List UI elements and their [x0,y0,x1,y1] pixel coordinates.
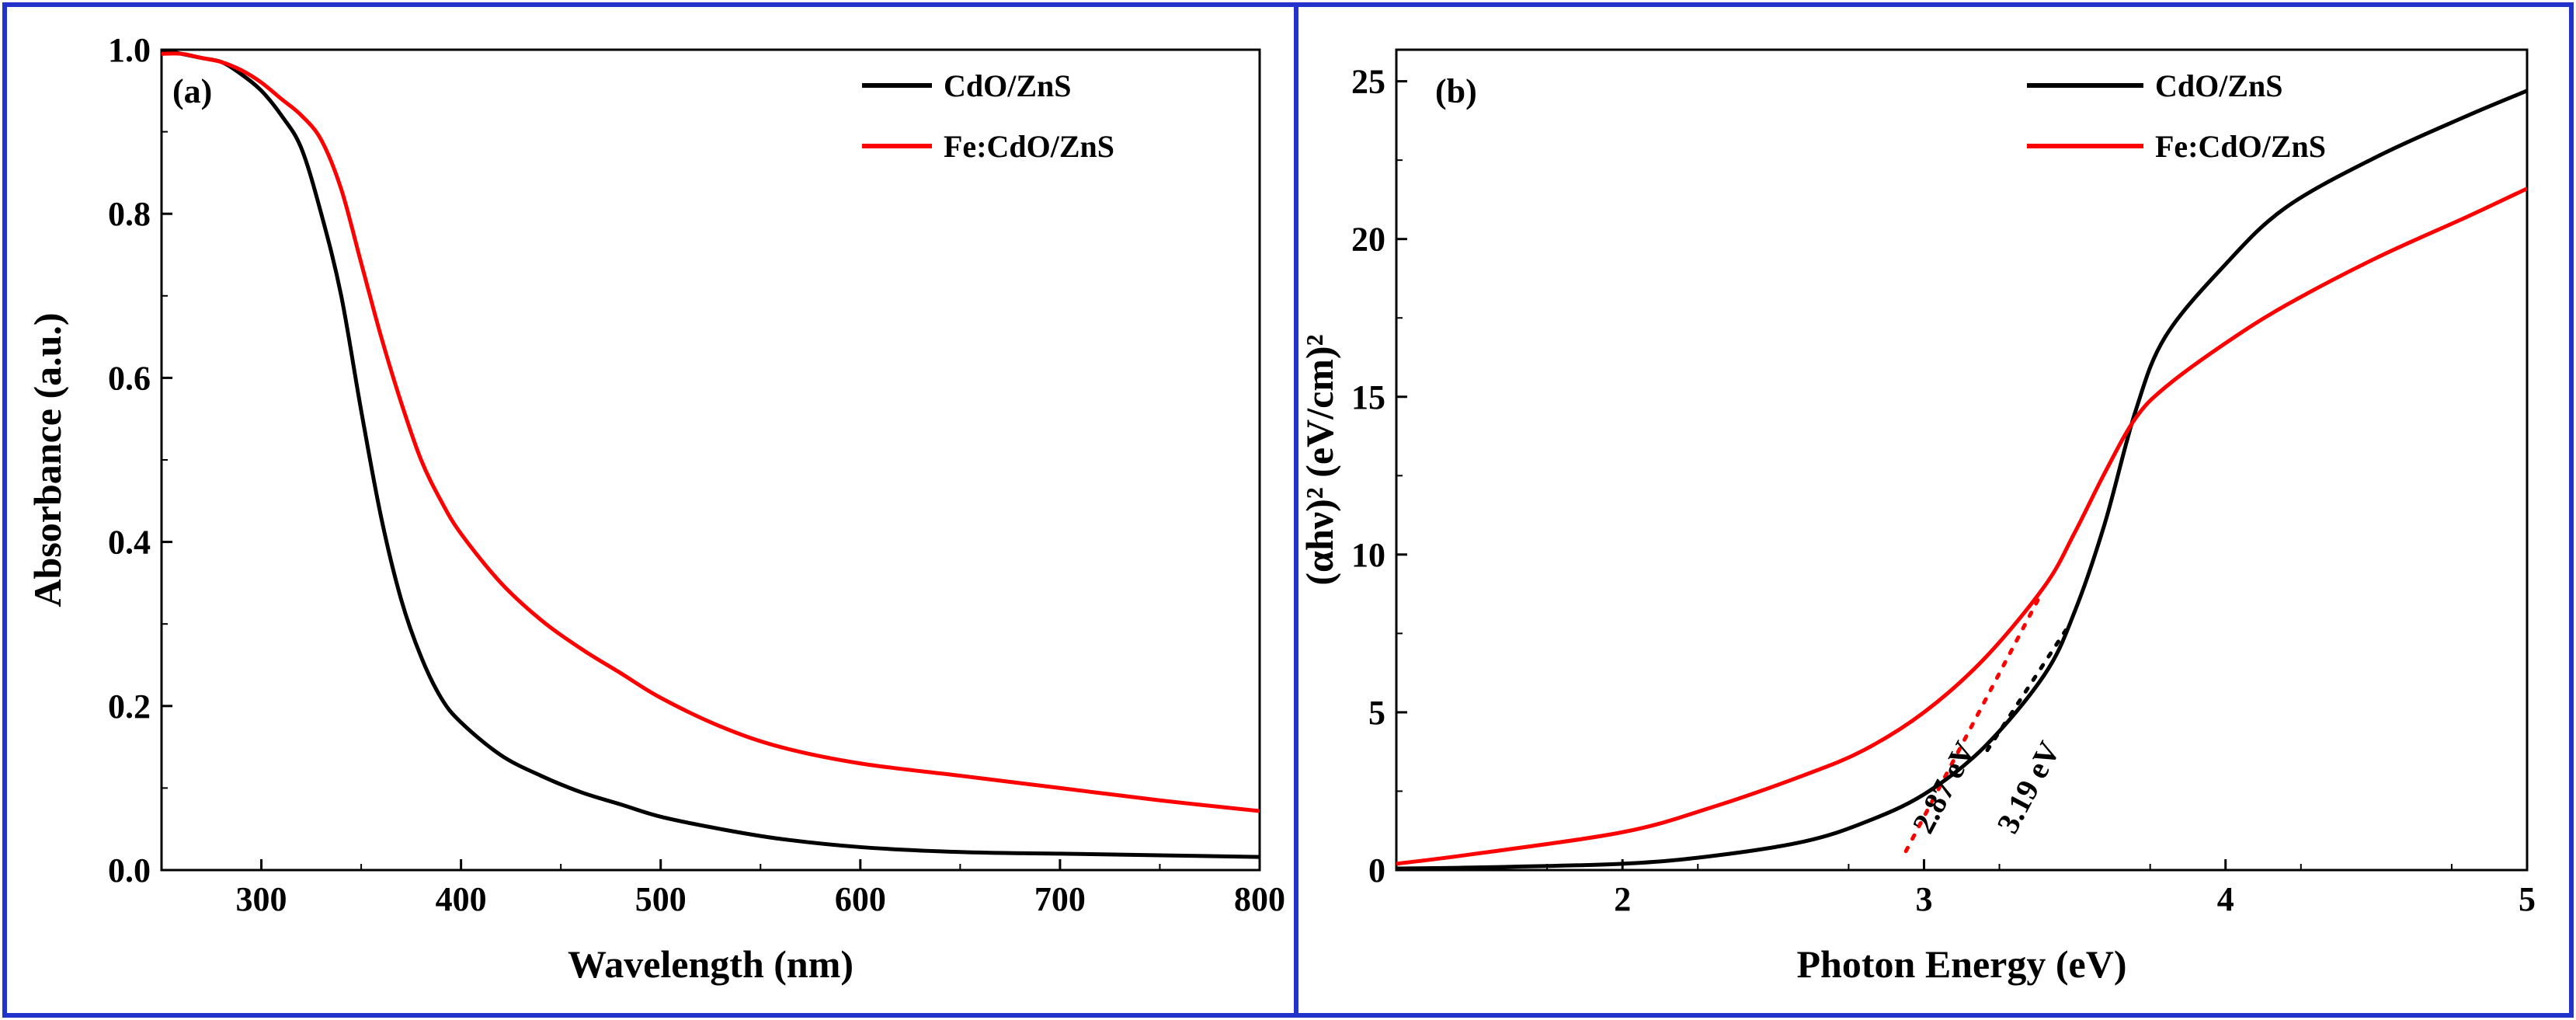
y-tick-label: 0.0 [108,851,151,889]
plot-area-frame [1395,48,2529,872]
legend-label: Fe:CdO/ZnS [2155,129,2326,164]
panel-label: (b) [1435,72,1477,110]
x-axis-title: Wavelength (nm) [568,942,853,986]
tangent-fit-line [1985,628,2068,753]
x-tick-label: 3 [1915,880,1932,918]
plot-area-frame [160,48,1261,872]
x-axis-title: Photon Energy (eV) [1797,942,2127,986]
panel-label: (a) [172,72,212,110]
y-tick-label: 0.2 [108,688,151,726]
legend-label: CdO/ZnS [944,68,1072,103]
x-tick-label: 600 [835,880,886,918]
y-tick-label: 0.8 [108,195,151,233]
panel-b: 2 3 4 5 0 5 10 15 20 25 Photon Energy (eV) (αhν)² (… [1298,48,2536,986]
series-line-fe-cdo-zns [162,51,1260,813]
legend-label: CdO/ZnS [2155,68,2283,103]
y-tick-label: 25 [1351,63,1385,101]
x-tick-label: 5 [2519,880,2536,918]
y-tick-label: 20 [1351,221,1385,259]
x-tick-label: 700 [1034,880,1086,918]
tangent-fit-line [1903,597,2041,854]
y-axis-title: (αhν)² (eV/cm)² [1298,334,1341,585]
y-axis-title: Absorbance (a.u.) [26,312,69,607]
x-tick-label: 400 [436,880,487,918]
x-tick-label: 500 [635,880,687,918]
y-tick-label: 15 [1351,378,1385,416]
legend-label: Fe:CdO/ZnS [944,129,1114,164]
band-gap-annotation: 2.87 eV [1905,736,1982,839]
x-tick-label: 300 [236,880,287,918]
y-tick-label: 5 [1368,694,1385,732]
y-tick-label: 0 [1368,851,1385,889]
x-tick-label: 2 [1614,880,1631,918]
series-line-fe-cdo-zns [1396,186,2527,866]
y-tick-label: 0.6 [108,359,151,397]
panel-a: 300 400 500 600 700 800 0.0 0.2 0.4 0.6 0.8 1.0 Wave… [26,31,1285,986]
band-gap-annotation: 3.19 eV [1990,736,2067,839]
series-line-cdo-zns [1396,89,2527,870]
x-tick-label: 800 [1234,880,1285,918]
y-tick-label: 1.0 [108,31,151,69]
y-tick-label: 0.4 [108,524,151,562]
x-tick-label: 4 [2217,880,2234,918]
y-tick-label: 10 [1351,536,1385,574]
series-line-cdo-zns [162,50,1260,859]
panel-b-border [1294,2,2574,1018]
